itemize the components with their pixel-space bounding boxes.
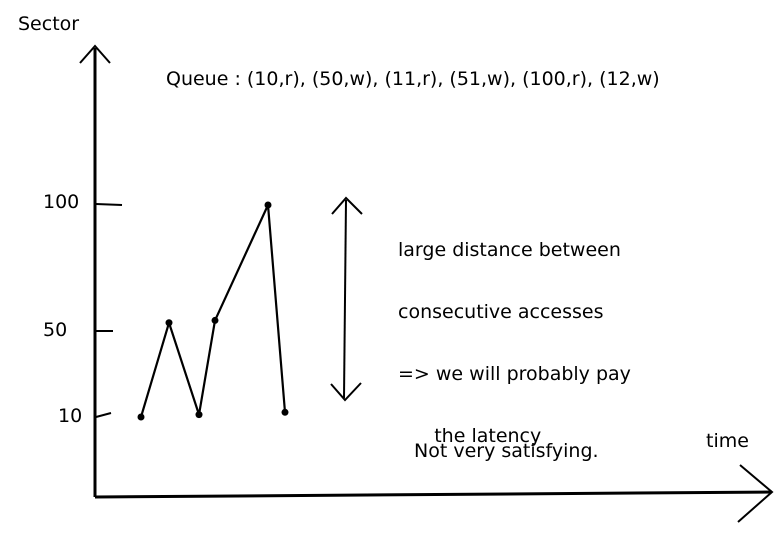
distance-arrow-shaft [343,199,347,399]
series-line [139,203,287,418]
distance-note-line-2: consecutive accesses [398,301,604,323]
distance-note-line-1: large distance between [398,239,621,261]
y-tick-label-100: 100 [43,191,80,213]
distance-note: large distance between consecutive acces… [398,203,631,470]
y-tick-10 [95,412,112,418]
data-point-3 [195,411,203,419]
y-axis-label: Sector [18,13,80,35]
x-axis-label: time [706,430,749,452]
data-point-4 [211,316,219,324]
distance-arrow-head-bottom [330,382,362,402]
x-axis [94,490,773,499]
y-tick-label-10: 10 [58,405,83,427]
queue-annotation: Queue : (10,r), (50,w), (11,r), (51,w), … [166,68,660,90]
distance-note-line-3: => we will probably pay [398,363,631,385]
data-points [137,201,289,421]
distance-arrow-head-top [331,196,363,215]
y-tick-100 [95,203,123,206]
x-axis-arrowhead [737,464,774,523]
y-axis-arrowhead [79,44,111,64]
data-point-5 [264,201,272,209]
distance-note-line-4: the latency [398,425,542,447]
data-point-2 [165,319,173,327]
y-tick-label-50: 50 [43,319,68,341]
data-point-1 [137,413,145,421]
verdict-annotation: Not very satisfying. [414,440,599,462]
data-point-6 [281,408,289,416]
